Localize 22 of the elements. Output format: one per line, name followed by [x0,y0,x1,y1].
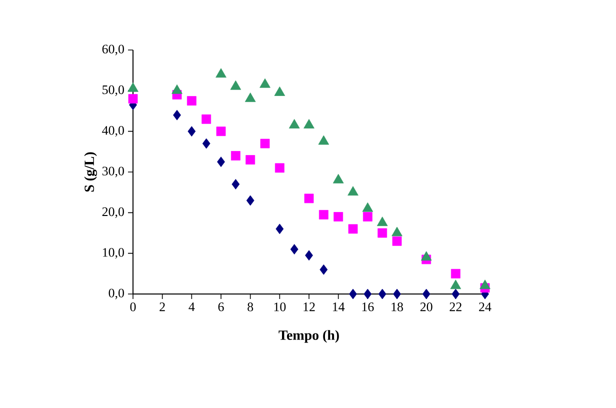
x-tick-label: 4 [188,302,195,312]
x-tick-label: 20 [420,302,432,312]
x-tick-label: 12 [304,302,315,312]
x-tick-label: 6 [218,302,224,312]
x-tick-label: 22 [450,302,462,312]
x-axis-title: Tempo (h) [278,330,339,343]
x-tick-label: 0 [130,302,136,312]
x-tick-label: 18 [392,302,403,312]
x-tick-label: 14 [333,302,345,312]
y-axis-title: S (g/L) [84,152,97,192]
x-tick-label: 16 [362,302,374,312]
y-tick-label: 50,0 [102,85,124,96]
x-tick-label: 2 [160,302,165,312]
x-tick-label: 8 [248,302,254,312]
x-tick-label: 24 [479,302,492,312]
y-tick-label: 10,0 [102,248,124,259]
y-tick-label: 60,0 [102,44,124,56]
x-tick-label: 10 [274,302,286,312]
y-tick-label: 20,0 [102,207,124,218]
y-tick-label: 40,0 [102,126,124,137]
y-tick-label: 30,0 [102,166,124,178]
y-tick-label: 0,0 [108,288,124,300]
